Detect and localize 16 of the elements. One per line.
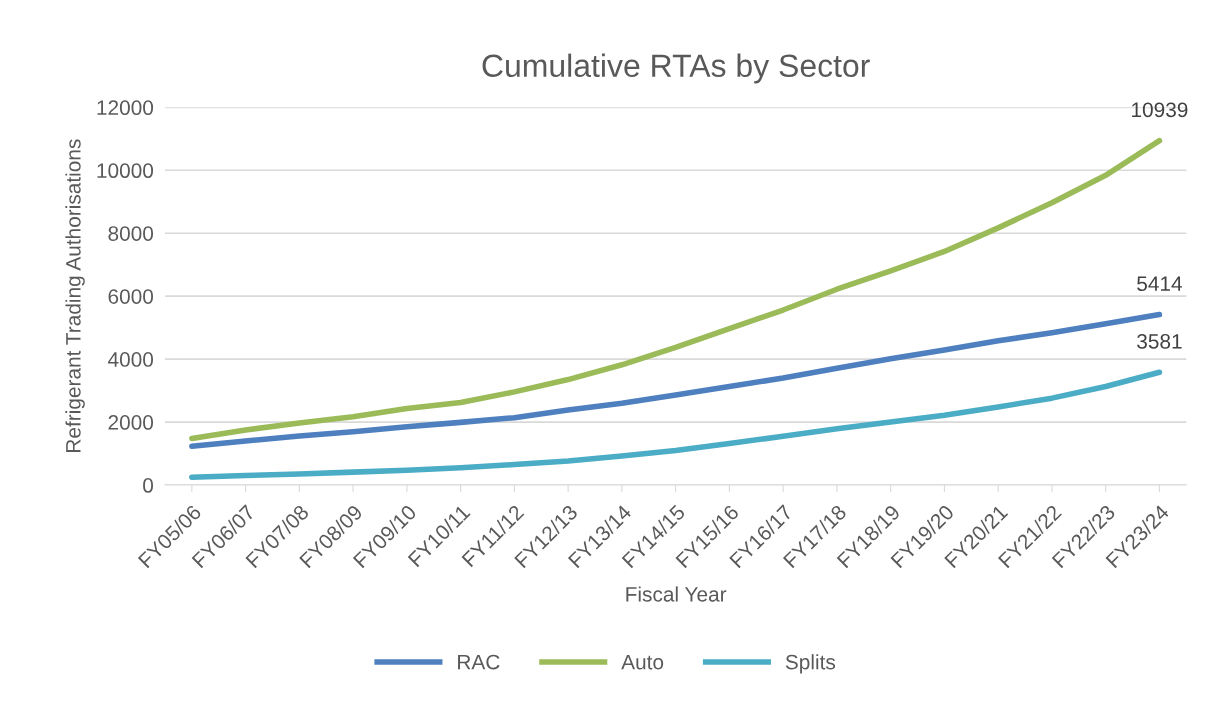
y-tick-label: 8000 [108,226,154,241]
data-label: 10939 [1132,102,1188,118]
legend-label: Auto [621,654,664,670]
data-label: 5414 [1137,276,1182,292]
y-tick-label: 2000 [108,415,154,430]
y-tick-label: 0 [143,478,154,493]
legend-label: RAC [458,654,500,670]
data-label: 3581 [1137,333,1182,349]
legend-label: Splits [785,654,836,674]
y-tick-label: 12000 [97,100,154,116]
x-axis-title: Fiscal Year [626,586,727,602]
y-tick-label: 6000 [108,289,154,304]
chart-title: Cumulative RTAs by Sector [482,53,870,84]
y-axis-title: Refrigerant Trading Authorisations [65,139,85,452]
y-tick-label: 10000 [97,163,154,179]
y-tick-label: 4000 [107,352,154,367]
